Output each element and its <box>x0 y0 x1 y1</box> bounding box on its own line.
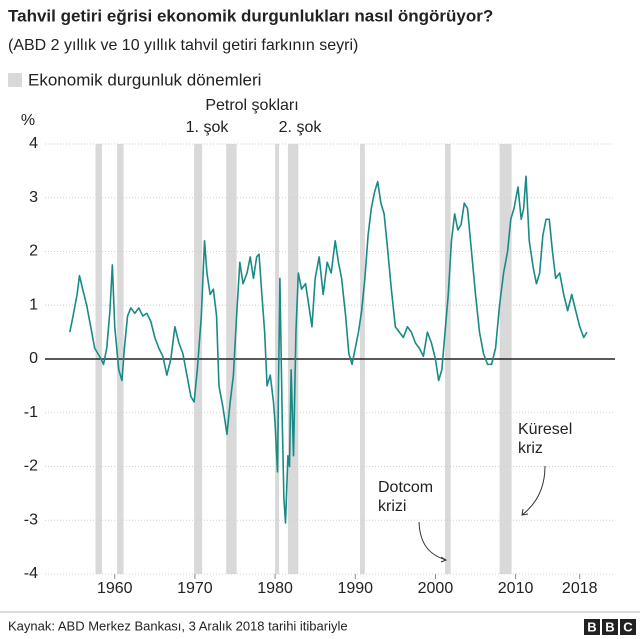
legend-swatch <box>8 73 22 87</box>
x-tick-label: 2010 <box>498 580 534 597</box>
y-tick-label: -2 <box>24 458 38 475</box>
y-tick-label: 1 <box>29 296 38 313</box>
x-tick-label: 2000 <box>418 580 454 597</box>
logo-block <box>620 619 636 635</box>
x-tick-label: 1990 <box>337 580 373 597</box>
annotation: Petrol şokları <box>205 97 298 114</box>
x-tick-label: 1970 <box>177 580 213 597</box>
y-tick-label: 4 <box>29 135 38 152</box>
x-tick-label: 1980 <box>257 580 293 597</box>
legend-label: Ekonomik durgunluk dönemleri <box>28 70 261 89</box>
arrowhead <box>440 556 448 563</box>
annotation: krizi <box>378 498 406 515</box>
annotation: 2. şok <box>279 119 323 136</box>
chart-title: Tahvil getiri eğrisi ekonomik durgunlukl… <box>8 6 493 25</box>
y-tick-label: -4 <box>24 565 38 582</box>
y-tick-label: 0 <box>29 350 38 367</box>
annotation-arrow <box>418 521 447 561</box>
logo-block <box>602 619 618 635</box>
annotation: Dotcom <box>378 479 433 496</box>
y-unit: % <box>21 112 35 129</box>
logo-letter: B <box>605 619 614 634</box>
annotation: Küresel <box>518 421 572 438</box>
annotation: kriz <box>518 440 543 457</box>
arrowhead <box>521 508 529 516</box>
y-tick-label: 3 <box>29 189 38 206</box>
logo-letter: B <box>587 619 596 634</box>
annotation: 1. şok <box>186 119 230 136</box>
logo-letter: C <box>623 619 633 634</box>
source: Kaynak: ABD Merkez Bankası, 3 Aralık 201… <box>8 618 348 633</box>
annotation-arrow <box>521 465 546 516</box>
x-tick-label: 1960 <box>97 580 133 597</box>
y-tick-label: -3 <box>24 511 38 528</box>
y-tick-label: -1 <box>24 404 38 421</box>
chart-subtitle: (ABD 2 yıllık ve 10 yıllık tahvil getiri… <box>8 37 358 54</box>
y-tick-label: 2 <box>29 243 38 260</box>
logo-block <box>584 619 600 635</box>
x-tick-label: 2018 <box>562 580 598 597</box>
spread-line <box>69 175 588 524</box>
